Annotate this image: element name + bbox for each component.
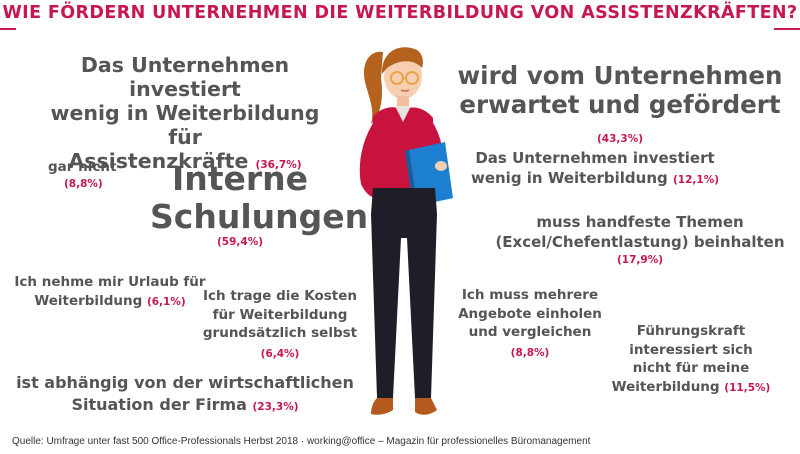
percentage-label: (8,8%) [64, 177, 103, 190]
percentage-label: (17,9%) [616, 253, 664, 266]
statement-internal-trainings: Interne Schulungen (59,4%) [150, 159, 369, 249]
statement-invests-little-assistants: Das Unternehmen investiert wenig in Weit… [50, 53, 320, 173]
statement-pay-costs-myself: Ich trage die Kosten für Weiterbildung g… [200, 287, 360, 361]
percentage-label: (59,4%) [216, 236, 264, 249]
percentage-label: (6,4%) [260, 347, 300, 360]
statement-expected-and-promoted: wird vom Unternehmen erwartet und geförd… [457, 61, 783, 145]
page-title: WIE FÖRDERN UNTERNEHMEN DIE WEITERBILDUN… [2, 3, 798, 23]
woman-with-folder-icon [359, 47, 453, 415]
woman-illustration [325, 38, 465, 428]
title-rule-right [774, 28, 800, 30]
percentage-label: (6,1%) [146, 295, 186, 308]
statement-depends-on-company: ist abhängig von der wirtschaftlichen Si… [16, 373, 354, 414]
percentage-label: (8,8%) [510, 346, 550, 359]
percentage-label: (11,5%) [724, 381, 771, 394]
title-rule-left [0, 28, 16, 30]
statement-invests-little: Das Unternehmen investiert wenig in Weit… [470, 149, 720, 188]
percentage-label: (43,3%) [596, 132, 644, 145]
statement-not-at-all: gar nicht (8,8%) [48, 158, 148, 191]
statement-compare-offers: Ich muss mehrere Angebote einholen und v… [455, 286, 605, 360]
percentage-label: (36,7%) [255, 158, 302, 171]
percentage-label: (12,1%) [672, 174, 720, 187]
statement-vacation-for-training: Ich nehme mir Urlaub für Weiterbildung (… [14, 274, 206, 309]
statement-concrete-topics: muss handfeste Themen (Excel/Chefentlast… [490, 212, 790, 267]
source-footer: Quelle: Umfrage unter fast 500 Office-Pr… [12, 436, 591, 447]
statement-manager-not-interested: Führungskraft interessiert sich nicht fü… [611, 323, 771, 395]
percentage-label: (23,3%) [252, 400, 299, 413]
